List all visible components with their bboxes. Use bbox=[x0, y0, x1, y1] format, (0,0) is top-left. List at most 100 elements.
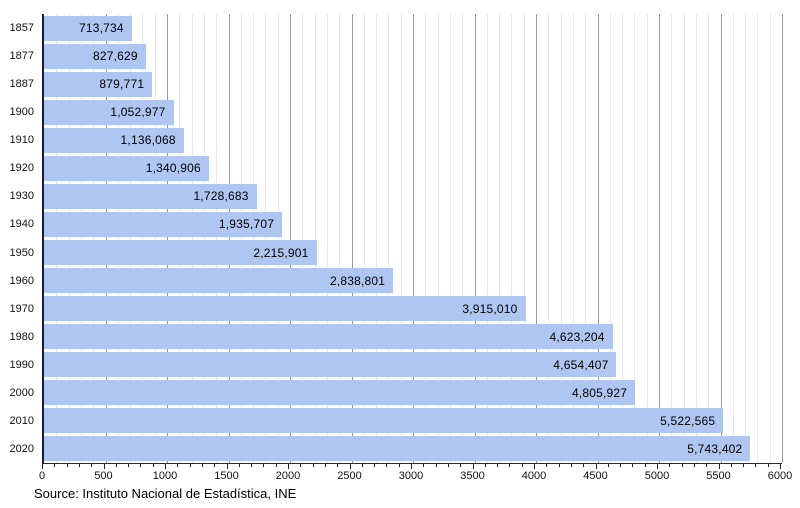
bar-1950: 2,215,901 bbox=[44, 240, 317, 266]
bar-2000: 4,805,927 bbox=[44, 380, 636, 406]
x-axis-tick bbox=[312, 464, 314, 467]
gridline bbox=[117, 14, 119, 463]
x-axis-tick bbox=[300, 464, 302, 467]
gridline bbox=[523, 14, 525, 463]
gridline bbox=[622, 14, 624, 463]
x-axis-tick bbox=[103, 464, 105, 469]
x-axis-tick bbox=[767, 464, 769, 467]
gridline bbox=[130, 14, 132, 463]
x-axis-tick bbox=[337, 464, 339, 467]
gridline bbox=[363, 14, 365, 463]
y-axis-label-1887: 1887 bbox=[9, 78, 34, 91]
x-axis-tick bbox=[743, 464, 745, 467]
x-axis-tick bbox=[472, 464, 474, 469]
gridline bbox=[290, 14, 291, 463]
y-axis-label-1950: 1950 bbox=[9, 246, 34, 259]
x-axis-tick bbox=[165, 464, 166, 469]
x-axis-tick bbox=[681, 464, 683, 467]
bar-1900: 1,052,977 bbox=[44, 99, 174, 125]
plot-area: 713,734 827,629 879,771 1,052,977 1,136,068 1… bbox=[42, 14, 783, 464]
y-axis-label-2000: 2000 bbox=[9, 386, 34, 399]
x-axis-tick bbox=[780, 464, 781, 469]
bar-1857: 713,734 bbox=[44, 15, 132, 41]
gridline bbox=[560, 14, 562, 463]
bar-value-label: 1,136,068 bbox=[120, 133, 176, 148]
gridline bbox=[745, 14, 747, 463]
gridline bbox=[179, 14, 181, 463]
x-axis-tick bbox=[669, 464, 671, 467]
gridline bbox=[93, 14, 95, 463]
x-axis-tick bbox=[115, 464, 117, 467]
x-axis-tick bbox=[275, 464, 277, 467]
x-axis-tick bbox=[374, 464, 376, 467]
gridline bbox=[302, 14, 304, 463]
bar-value-label: 1,340,906 bbox=[145, 161, 201, 176]
gridline bbox=[376, 14, 378, 463]
x-axis-tick bbox=[386, 464, 388, 467]
x-axis-tick bbox=[570, 464, 572, 467]
gridline bbox=[782, 14, 783, 463]
gridline bbox=[548, 14, 550, 463]
gridline bbox=[449, 14, 451, 463]
gridline bbox=[240, 14, 242, 463]
gridline bbox=[400, 14, 402, 463]
x-axis-tick-label: 4500 bbox=[583, 470, 608, 482]
gridline bbox=[646, 14, 648, 463]
gridline bbox=[683, 14, 685, 463]
x-axis-tick bbox=[607, 464, 609, 467]
bar-2020: 5,743,402 bbox=[44, 436, 751, 462]
x-axis-tick bbox=[140, 464, 142, 467]
gridline bbox=[511, 14, 513, 463]
x-axis-tick bbox=[546, 464, 548, 467]
x-axis-tick bbox=[534, 464, 535, 469]
gridline bbox=[191, 14, 193, 463]
x-axis-tick bbox=[595, 464, 597, 469]
x-axis-tick bbox=[91, 464, 93, 467]
gridline bbox=[216, 14, 218, 463]
x-axis-tick bbox=[423, 464, 425, 467]
bar-1940: 1,935,707 bbox=[44, 211, 283, 237]
gridline bbox=[142, 14, 144, 463]
gridline bbox=[413, 14, 414, 463]
gridline bbox=[634, 14, 636, 463]
gridline bbox=[486, 14, 488, 463]
y-axis-label-2010: 2010 bbox=[9, 414, 34, 427]
gridline bbox=[203, 14, 205, 463]
gridline bbox=[326, 14, 328, 463]
gridline bbox=[351, 14, 353, 463]
x-axis-tick bbox=[78, 464, 80, 467]
x-axis-tick-label: 2000 bbox=[275, 470, 301, 482]
gridline bbox=[769, 14, 771, 463]
x-axis-tick bbox=[460, 464, 462, 467]
bar-value-label: 5,743,402 bbox=[687, 441, 743, 456]
bar-2010: 5,522,565 bbox=[44, 408, 724, 434]
bar-1887: 879,771 bbox=[44, 71, 153, 97]
gridline bbox=[68, 14, 70, 463]
gridline bbox=[499, 14, 501, 463]
bar-value-label: 5,522,565 bbox=[660, 413, 716, 428]
y-axis-label-1910: 1910 bbox=[9, 134, 34, 147]
x-axis-tick bbox=[398, 464, 400, 467]
bar-1910: 1,136,068 bbox=[44, 127, 184, 153]
gridline bbox=[388, 14, 390, 463]
x-axis-tick-label: 1500 bbox=[214, 470, 239, 482]
x-axis-tick bbox=[324, 464, 326, 467]
bar-value-label: 1,728,683 bbox=[193, 189, 249, 204]
x-axis-tick bbox=[435, 464, 437, 467]
x-axis-tick-label: 1000 bbox=[152, 470, 178, 482]
x-axis-tick bbox=[66, 464, 68, 467]
gridline bbox=[474, 14, 476, 463]
gridline bbox=[425, 14, 427, 463]
gridline bbox=[105, 14, 107, 463]
bar-value-label: 4,623,204 bbox=[549, 329, 605, 344]
gridline bbox=[437, 14, 439, 463]
x-axis-tick bbox=[42, 464, 43, 469]
y-axis-label-1930: 1930 bbox=[9, 190, 34, 203]
x-axis-tick bbox=[509, 464, 511, 467]
x-axis-tick bbox=[583, 464, 585, 467]
x-axis-tick bbox=[484, 464, 486, 467]
y-axis-label-2020: 2020 bbox=[9, 442, 34, 455]
x-axis-tick-label: 3500 bbox=[460, 470, 485, 482]
gridline bbox=[572, 14, 574, 463]
x-axis-tick bbox=[226, 464, 228, 469]
